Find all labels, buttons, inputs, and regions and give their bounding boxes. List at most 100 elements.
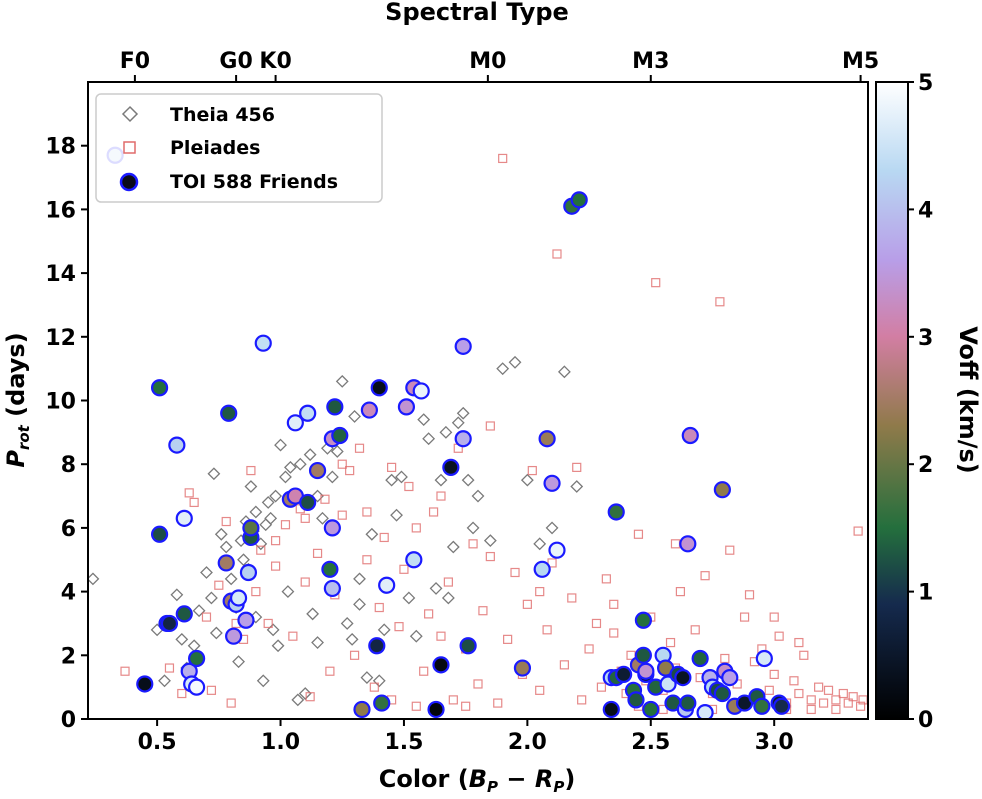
toi-point-38 (368, 637, 386, 655)
toi-point-7 (175, 605, 193, 623)
toi-point-95 (753, 697, 771, 715)
theia-point-83 (353, 572, 366, 586)
theia-point-77 (520, 473, 534, 487)
toi-point-84 (696, 704, 714, 719)
legend: Theia 456 Pleiades TOI 588 Friends (95, 93, 383, 203)
theia-point-12 (209, 626, 223, 640)
pleiades-point-98 (794, 688, 804, 699)
pleiades-point-60 (559, 660, 569, 670)
toi-point-83 (691, 649, 709, 668)
theia-point-50 (345, 632, 359, 646)
pleiades-point-37 (419, 666, 429, 676)
toi-point-82 (679, 535, 697, 553)
pleiades-point-59 (552, 249, 562, 259)
spectral-tick-label-0: F0 (120, 49, 150, 74)
toi-point-12 (188, 649, 206, 668)
pleiades-point-1 (164, 663, 175, 673)
theia-point-79 (545, 521, 559, 535)
pleiades-point-66 (596, 682, 607, 692)
pleiades-point-33 (394, 622, 404, 632)
pleiades-point-81 (690, 625, 700, 635)
theia-point-61 (409, 629, 423, 643)
theia-point-39 (293, 457, 307, 471)
toi-point-62 (607, 503, 625, 521)
y-axis-title-sub: rot (15, 424, 33, 450)
pleiades-point-126 (535, 586, 545, 597)
plot-area (88, 146, 868, 719)
theia-point-56 (377, 623, 391, 637)
theia-point-66 (439, 425, 453, 439)
x-axis-title-sub1: P (487, 778, 498, 796)
toi-point-81 (681, 426, 699, 445)
pleiades-point-87 (725, 545, 735, 555)
toi-point-33 (326, 398, 344, 416)
toi-point-78 (674, 668, 692, 687)
toi-point-55 (543, 474, 561, 492)
pleiades-point-18 (300, 577, 310, 587)
theia-point-33 (274, 438, 287, 452)
pleiades-point-99 (799, 650, 809, 660)
pleiades-point-45 (468, 539, 478, 549)
pleiades-point-15 (280, 520, 291, 530)
theia-point-0 (88, 572, 100, 586)
toi-point-23 (254, 334, 272, 352)
pleiades-point-35 (404, 481, 414, 492)
pleiades-point-67 (601, 574, 611, 584)
pleiades-point-54 (522, 599, 532, 609)
toi-point-53 (533, 560, 551, 578)
pleiades-point-55 (527, 465, 537, 476)
theia-point-31 (269, 489, 283, 503)
theia-point-48 (335, 374, 349, 388)
toi-point-54 (538, 430, 556, 448)
x-tick-label-4: 2.5 (631, 730, 670, 755)
pleiades-point-4 (189, 497, 199, 508)
pleiades-point-127 (609, 599, 619, 609)
toi-point-60 (602, 700, 620, 719)
toi-point-27 (299, 404, 317, 422)
colorbar-tick-label-1: 1 (918, 581, 933, 606)
theia-point-65 (434, 473, 448, 487)
colorbar-tick-label-5: 5 (918, 71, 933, 96)
pleiades-point-11 (246, 465, 256, 476)
pleiades-point-13 (263, 618, 273, 629)
pleiades-point-130 (769, 612, 779, 622)
theia-point-11 (207, 467, 221, 481)
theia-point-38 (291, 693, 305, 707)
theia-point-71 (461, 473, 475, 487)
spectral-tick-label-4: M3 (632, 49, 669, 74)
y-tick-label-8: 16 (45, 198, 76, 223)
toi-point-5 (160, 614, 179, 633)
pleiades-point-57 (542, 625, 552, 635)
theia-point-72 (466, 521, 480, 535)
pleiades-point-79 (675, 586, 686, 597)
pleiades-point-64 (584, 644, 594, 654)
pleiades-point-107 (848, 692, 858, 702)
toi-point-39 (370, 379, 388, 397)
colorbar: 0 1 2 3 4 5 Voff (km/s) (875, 71, 982, 733)
theia-point-62 (417, 413, 431, 427)
pleiades-point-105 (838, 688, 848, 699)
toi-point-29 (308, 461, 327, 480)
toi-point-30 (321, 560, 339, 578)
theia-point-17 (232, 655, 245, 669)
x-axis-title-minus: − (498, 765, 535, 793)
pleiades-point-40 (436, 631, 446, 641)
colorbar-tick-label-2: 2 (918, 453, 933, 478)
pleiades-point-104 (831, 695, 841, 705)
pleiades-point-41 (443, 577, 453, 587)
pleiades-series (120, 153, 868, 715)
pleiades-point-100 (806, 695, 816, 705)
toi-point-49 (454, 337, 472, 355)
y-tick-label-1: 2 (61, 644, 76, 669)
pleiades-point-97 (789, 676, 799, 686)
pleiades-point-109 (855, 701, 866, 711)
pleiades-point-52 (510, 567, 520, 578)
legend-label-toi: TOI 588 Friends (170, 171, 338, 193)
theia-point-44 (316, 511, 329, 525)
toi-point-22 (242, 519, 260, 537)
x-tick-label-5: 3.0 (755, 730, 794, 755)
theia-point-14 (219, 540, 233, 554)
theia-point-74 (483, 534, 497, 548)
pleiades-point-29 (369, 682, 379, 692)
pleiades-point-83 (700, 571, 710, 581)
